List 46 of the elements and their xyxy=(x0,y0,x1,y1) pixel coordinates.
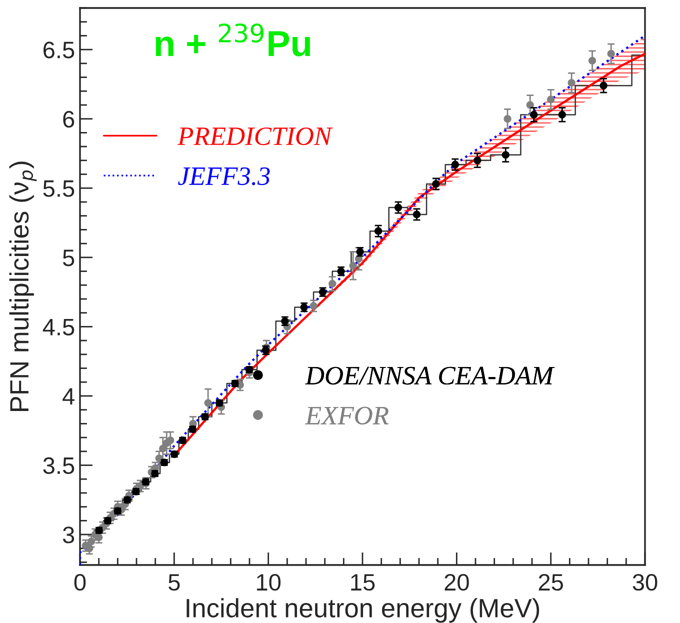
point xyxy=(159,444,167,452)
point xyxy=(588,56,596,64)
point xyxy=(526,101,534,109)
point xyxy=(547,96,555,104)
legend-label: PREDICTION xyxy=(178,127,333,146)
point xyxy=(349,262,357,270)
x-tick-label: 0 xyxy=(74,574,86,591)
y-tick-label: 4.5 xyxy=(42,318,74,336)
point xyxy=(530,110,538,118)
point xyxy=(607,50,615,58)
legend-label: DOE/NNSA CEA-DAM xyxy=(305,366,555,385)
x-tick-label: 20 xyxy=(444,574,469,591)
point xyxy=(504,115,512,123)
point xyxy=(374,227,382,235)
y-tick-label: 6 xyxy=(63,110,74,128)
point xyxy=(568,79,576,87)
point xyxy=(394,204,402,212)
annotation: n + $^{239}$Pu xyxy=(156,23,310,56)
point xyxy=(502,151,510,159)
legend-label: EXFOR xyxy=(305,406,389,424)
x-axis-title: Incident neutron energy (MeV) xyxy=(186,598,540,623)
point xyxy=(474,156,482,164)
x-tick-label: 15 xyxy=(351,574,375,591)
y-tick-label: 5.5 xyxy=(43,180,74,197)
point xyxy=(204,399,212,407)
point xyxy=(155,454,163,462)
y-axis-title: PFN multiplicities (ν$_{p}$) xyxy=(9,162,37,411)
y-tick-label: 3.5 xyxy=(43,457,74,474)
y-tick-label: 6.5 xyxy=(44,42,74,58)
point xyxy=(558,110,566,118)
point xyxy=(328,280,336,288)
point xyxy=(166,436,174,444)
point xyxy=(216,399,224,407)
x-tick-label: 10 xyxy=(257,574,281,591)
point xyxy=(310,302,318,310)
legend-label: JEFF3.3 xyxy=(178,167,270,186)
y-tick-label: 5 xyxy=(62,250,74,266)
point xyxy=(432,180,440,188)
point xyxy=(412,210,421,218)
x-tick-label: 30 xyxy=(632,574,658,591)
x-tick-label: 25 xyxy=(538,574,563,591)
point xyxy=(451,160,459,168)
x-tick-label: 5 xyxy=(168,574,180,591)
y-tick-label: 4 xyxy=(62,388,74,405)
y-tick-label: 3 xyxy=(62,526,74,544)
point xyxy=(600,82,608,90)
